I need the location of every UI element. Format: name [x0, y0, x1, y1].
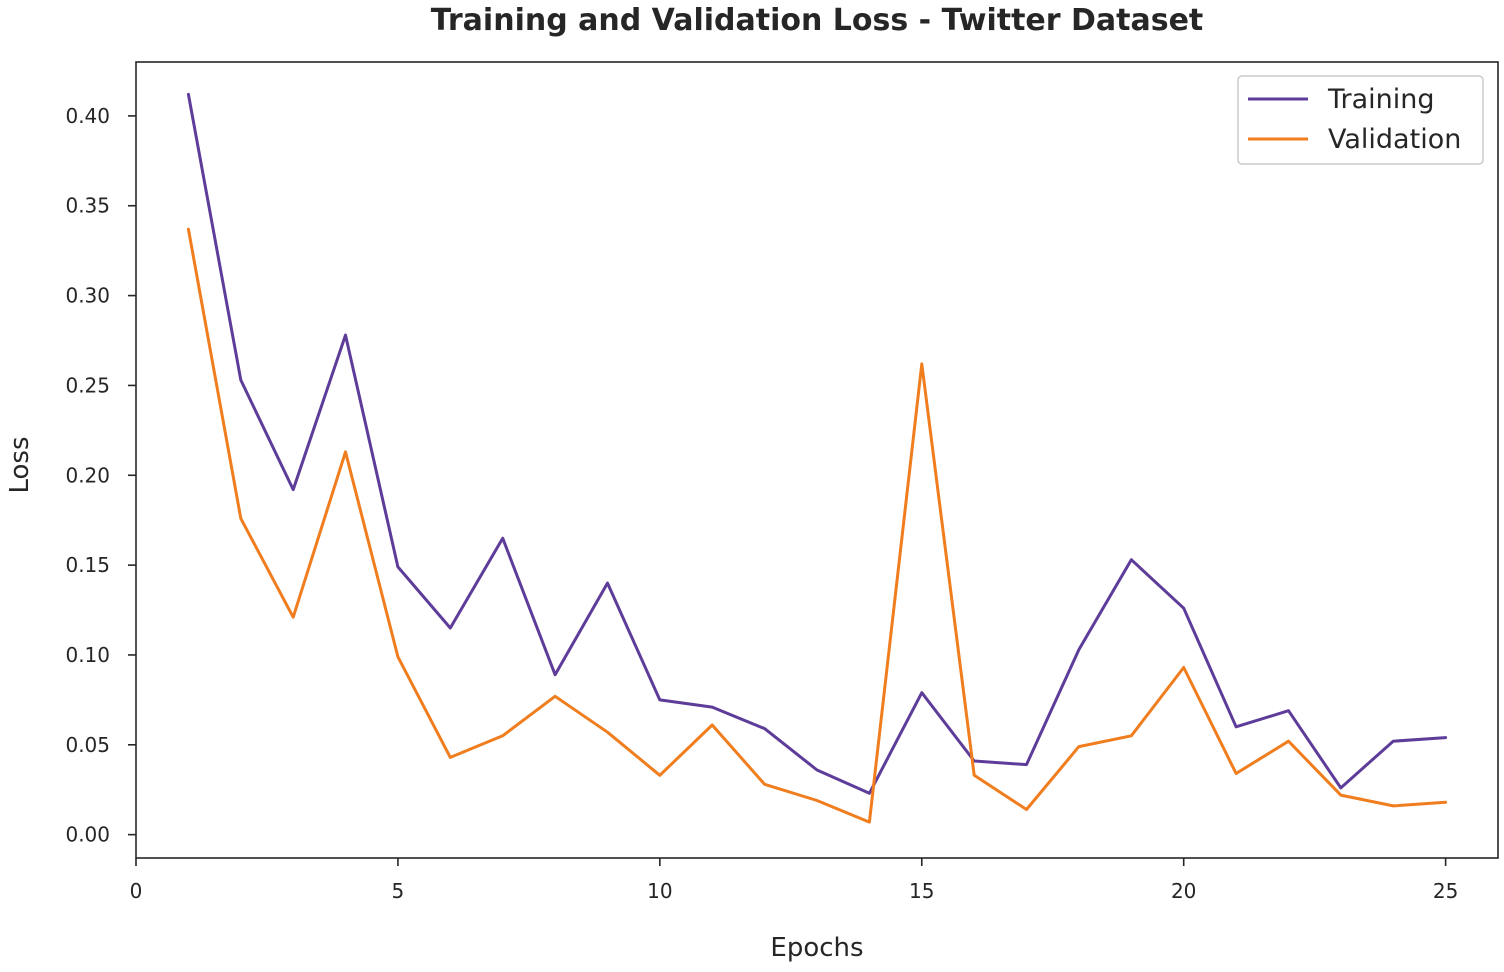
y-axis-ticks: 0.00 0.05 0.10 0.15 0.20 0.25 0.30 0.35 0.40	[65, 104, 136, 847]
legend-label-training: Training	[1327, 84, 1435, 115]
x-axis-label: Epochs	[770, 933, 863, 963]
plot-area-frame	[135, 61, 1499, 859]
y-tick-label: 0.15	[65, 553, 110, 577]
y-tick-label: 0.05	[65, 733, 110, 757]
series-layer	[186, 92, 1448, 824]
legend-label-validation: Validation	[1328, 124, 1461, 155]
x-axis-ticks: 0 5 10 15 20 25	[130, 858, 1458, 903]
y-tick-label: 0.40	[65, 104, 110, 128]
y-tick-label: 0.30	[65, 284, 110, 308]
x-tick-label: 5	[392, 879, 405, 903]
y-tick-label: 0.00	[65, 823, 110, 847]
x-tick-label: 10	[647, 879, 672, 903]
y-tick-label: 0.10	[65, 643, 110, 667]
training-loss-line	[186, 92, 1448, 795]
legend: Training Validation	[1237, 75, 1484, 165]
x-tick-label: 20	[1171, 879, 1196, 903]
x-tick-label: 0	[130, 879, 143, 903]
chart-title: Training and Validation Loss - Twitter D…	[431, 3, 1204, 38]
x-tick-label: 25	[1433, 879, 1458, 903]
y-tick-label: 0.35	[65, 194, 110, 218]
y-axis-label: Loss	[5, 436, 35, 493]
validation-loss-line	[186, 227, 1448, 824]
y-tick-label: 0.25	[65, 373, 110, 397]
y-tick-label: 0.20	[65, 463, 110, 487]
x-tick-label: 15	[909, 879, 934, 903]
